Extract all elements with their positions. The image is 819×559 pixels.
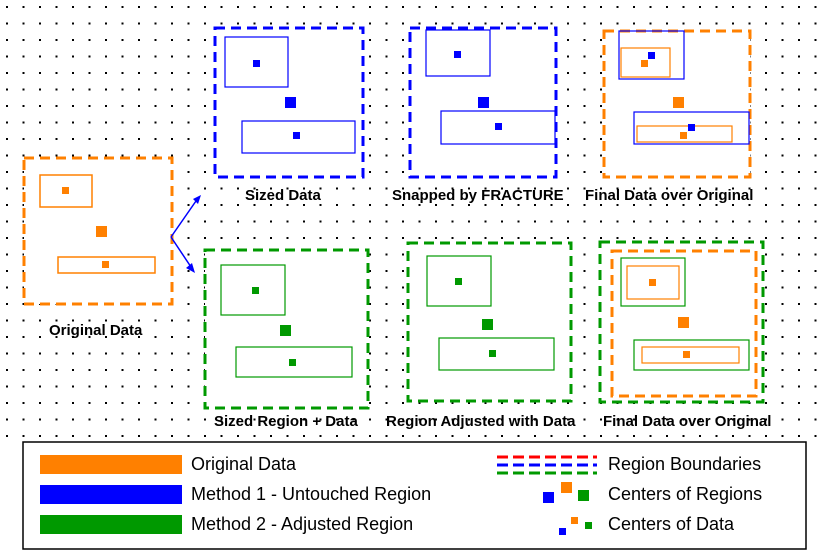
sized-region-center xyxy=(285,97,296,108)
final-top-blue-rect-bottom xyxy=(633,111,750,145)
legend-label-method2: Method 2 - Adjusted Region xyxy=(191,514,414,534)
snapped-data-center-bottom xyxy=(495,123,502,130)
sized-data-rect-top xyxy=(224,36,289,88)
sized-region-center-top xyxy=(252,287,259,294)
final-top-blue-rect-top xyxy=(618,30,685,80)
adjusted-center-top xyxy=(455,278,462,285)
sized-region-center xyxy=(280,325,291,336)
panel-region-adjusted xyxy=(406,241,573,403)
branch-arrows xyxy=(170,195,201,273)
arrow-down-head xyxy=(186,263,195,273)
original-data-rect-bottom xyxy=(57,256,156,274)
panel-final-top xyxy=(602,29,752,179)
sized-data-rect-bottom xyxy=(241,120,356,154)
caption-sized-data: Sized Data xyxy=(245,187,321,204)
panel-original-data xyxy=(22,156,174,306)
sized-region-rect-bottom xyxy=(235,346,353,378)
arrow-up-head xyxy=(193,195,201,204)
arrow-down-line xyxy=(170,236,192,268)
legend-region-boundary-sample xyxy=(497,455,597,475)
final-bottom-orange-rect-top xyxy=(626,265,680,300)
legend-swatch-method2 xyxy=(40,515,182,534)
final-bottom-orange-boundary xyxy=(610,249,758,398)
legend xyxy=(22,441,807,550)
legend-label-centers-of-regions: Centers of Regions xyxy=(608,484,763,504)
caption-sized-region: Sized Region + Data xyxy=(214,413,358,430)
sized-region-rect-top xyxy=(220,264,286,316)
arrow-up-line xyxy=(170,200,197,238)
adjusted-rect-bottom xyxy=(438,337,555,371)
final-top-blue-center-top xyxy=(648,52,655,59)
adjusted-center-bottom xyxy=(489,350,496,357)
final-top-orange-rect-bottom xyxy=(636,125,733,143)
snapped-data-center-top xyxy=(454,51,461,58)
legend-label-region-boundaries: Region Boundaries xyxy=(608,454,762,474)
original-data-center-bottom xyxy=(102,261,109,268)
legend-swatch-original xyxy=(40,455,182,474)
sized-data-center-top xyxy=(253,60,260,67)
final-bottom-region-center xyxy=(678,317,689,328)
final-top-orange-center-top xyxy=(641,60,648,67)
panel-final-bottom xyxy=(598,240,765,404)
original-region-center xyxy=(96,226,107,237)
panel-snapped xyxy=(408,26,558,179)
final-top-orange-region-center xyxy=(673,97,684,108)
panel-sized-region xyxy=(203,248,370,410)
snapped-region-center xyxy=(478,97,489,108)
final-top-orange-center-bottom xyxy=(680,132,687,139)
snapped-data-rect-bottom xyxy=(440,110,556,145)
caption-original-data: Original Data xyxy=(49,322,143,339)
panel-sized-data xyxy=(213,26,365,179)
caption-final-bottom: Final Data over Original xyxy=(603,413,772,430)
final-bottom-green-rect-top xyxy=(620,257,686,307)
final-top-blue-center-bottom xyxy=(688,124,695,131)
caption-final-top: Final Data over Original xyxy=(585,187,754,204)
final-bottom-center-bottom xyxy=(683,351,690,358)
final-bottom-green-rect-bottom xyxy=(633,339,750,371)
final-top-orange-rect-top xyxy=(620,47,671,78)
legend-label-original: Original Data xyxy=(191,454,297,474)
legend-label-method1: Method 1 - Untouched Region xyxy=(191,484,432,504)
legend-label-centers-of-data: Centers of Data xyxy=(608,514,735,534)
caption-snapped: Snapped by FRACTURE xyxy=(392,187,564,204)
original-data-rect-top xyxy=(39,174,93,208)
final-bottom-center-top xyxy=(649,279,656,286)
original-data-center-top xyxy=(62,187,69,194)
adjusted-region-center xyxy=(482,319,493,330)
adjusted-rect-top xyxy=(426,255,492,307)
sized-region-center-bottom xyxy=(289,359,296,366)
legend-centers-of-regions-sample xyxy=(543,482,589,503)
legend-centers-of-data-sample xyxy=(559,517,592,535)
final-bottom-orange-rect-bottom xyxy=(641,346,740,364)
legend-swatch-method1 xyxy=(40,485,182,504)
caption-region-adjusted: Region Adjusted with Data xyxy=(386,413,576,430)
snapped-data-rect-top xyxy=(425,29,491,77)
sized-data-center-bottom xyxy=(293,132,300,139)
